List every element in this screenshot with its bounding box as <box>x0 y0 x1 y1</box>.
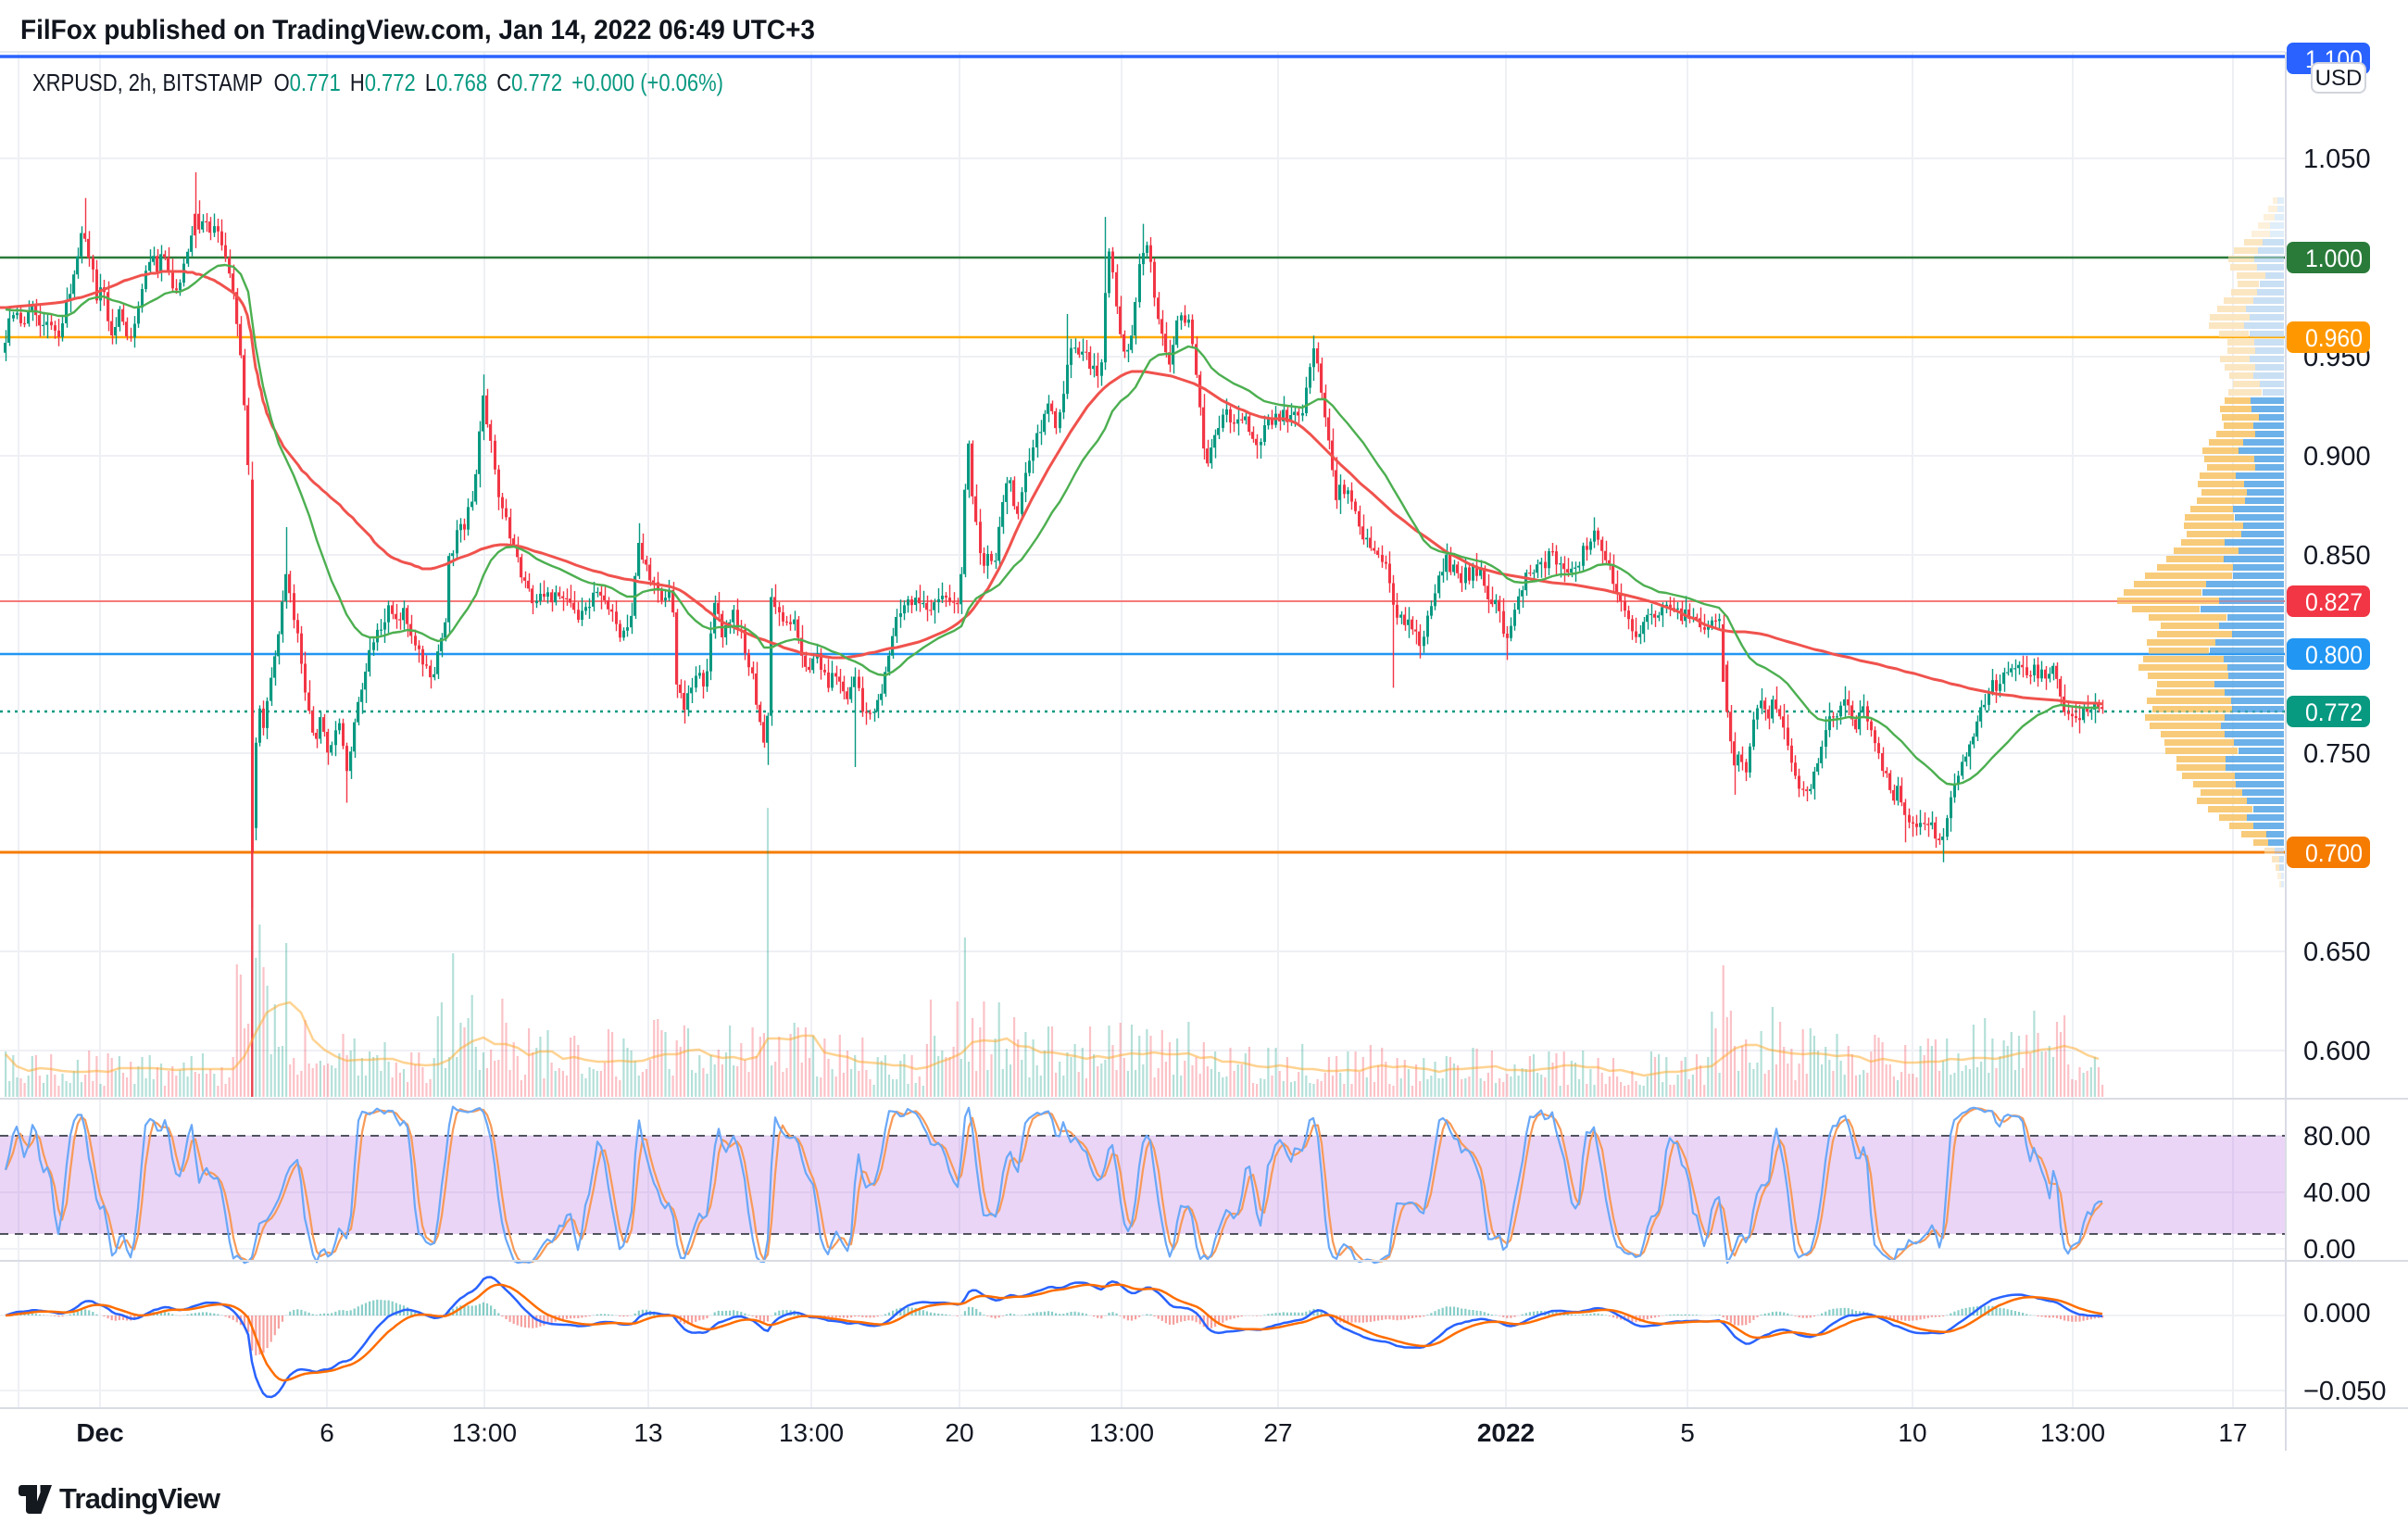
svg-text:0.772: 0.772 <box>2305 699 2363 726</box>
svg-text:0.850: 0.850 <box>2303 541 2371 571</box>
svg-text:TradingView: TradingView <box>59 1482 221 1515</box>
svg-text:20: 20 <box>945 1418 973 1447</box>
svg-text:6: 6 <box>320 1418 334 1447</box>
svg-text:XRPUSD, 2h, BITSTAMPO0.771H0.7: XRPUSD, 2h, BITSTAMPO0.771H0.772L0.768C0… <box>32 69 723 96</box>
svg-text:0.00: 0.00 <box>2303 1235 2355 1265</box>
svg-text:80.00: 80.00 <box>2303 1122 2371 1152</box>
svg-text:5: 5 <box>1680 1418 1695 1447</box>
svg-text:13:00: 13:00 <box>2040 1418 2105 1447</box>
svg-text:13:00: 13:00 <box>1089 1418 1154 1447</box>
svg-text:Dec: Dec <box>76 1418 123 1447</box>
svg-text:1.000: 1.000 <box>2305 245 2363 272</box>
svg-text:27: 27 <box>1263 1418 1292 1447</box>
svg-text:0.960: 0.960 <box>2305 324 2363 352</box>
svg-text:0.600: 0.600 <box>2303 1037 2371 1066</box>
svg-text:0.650: 0.650 <box>2303 938 2371 967</box>
svg-text:13:00: 13:00 <box>452 1418 517 1447</box>
svg-text:40.00: 40.00 <box>2303 1178 2371 1208</box>
svg-text:17: 17 <box>2218 1418 2247 1447</box>
svg-text:USD: USD <box>2315 66 2363 91</box>
svg-text:0.750: 0.750 <box>2303 739 2371 769</box>
svg-text:−0.050: −0.050 <box>2303 1377 2387 1406</box>
svg-text:10: 10 <box>1898 1418 1926 1447</box>
svg-text:0.700: 0.700 <box>2305 839 2363 867</box>
svg-text:0.800: 0.800 <box>2305 641 2363 669</box>
svg-text:0.000: 0.000 <box>2303 1299 2371 1328</box>
svg-text:FilFox published on TradingVie: FilFox published on TradingView.com, Jan… <box>20 15 815 45</box>
svg-text:13:00: 13:00 <box>779 1418 844 1447</box>
svg-text:13: 13 <box>633 1418 662 1447</box>
svg-text:2022: 2022 <box>1477 1418 1535 1447</box>
svg-text:0.900: 0.900 <box>2303 442 2371 472</box>
svg-text:0.827: 0.827 <box>2305 588 2363 616</box>
svg-text:1.050: 1.050 <box>2303 145 2371 174</box>
